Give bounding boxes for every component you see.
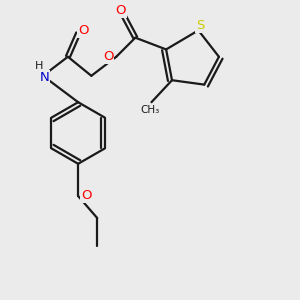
Text: S: S bbox=[196, 19, 204, 32]
Text: O: O bbox=[81, 189, 92, 202]
Text: O: O bbox=[116, 4, 126, 17]
Text: N: N bbox=[40, 71, 49, 84]
Text: O: O bbox=[78, 24, 89, 37]
Text: H: H bbox=[35, 61, 44, 71]
Text: CH₃: CH₃ bbox=[140, 105, 160, 116]
Text: O: O bbox=[103, 50, 113, 63]
